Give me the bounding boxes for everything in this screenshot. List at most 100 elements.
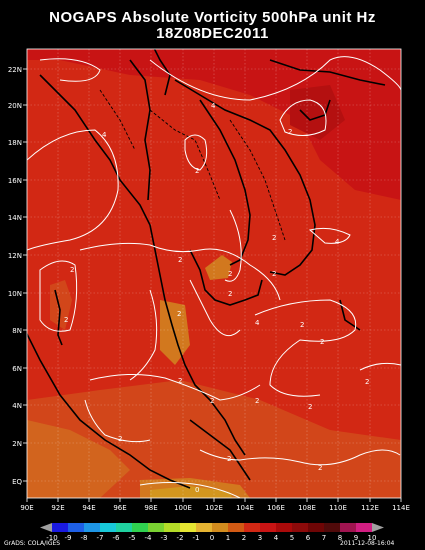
lat-label: 4N	[12, 402, 22, 410]
gulf-orange	[205, 255, 232, 280]
contour-label-group: 4 4 2 2 2 2 2 2 4 2 2 2 2 2 2 2 4 2 2 2 …	[64, 102, 369, 494]
contour-label: 2	[70, 266, 74, 274]
colorbar-swatch	[212, 523, 228, 532]
coastlines	[27, 49, 386, 489]
colorbar: -10 -9 -8 -7 -6 -5 -4 -3 -2 -1 0 1 2 3 4 5 6 7 8 9 10	[40, 523, 384, 542]
contour-label: 2	[272, 234, 276, 242]
colorbar-swatch	[68, 523, 84, 532]
lat-label: 20N	[8, 102, 22, 110]
lat-label: 2N	[12, 440, 22, 448]
contour-label: 2	[195, 167, 199, 175]
contour-label: 2	[288, 128, 292, 136]
colorbar-labels: -10 -9 -8 -7 -6 -5 -4 -3 -2 -1 0 1 2 3 4 5 6 7 8 9 10	[46, 534, 376, 542]
contour-label: 4	[335, 238, 340, 246]
colorbar-swatch	[180, 523, 196, 532]
lon-label: 106E	[267, 504, 285, 512]
colorbar-max-arrow	[372, 523, 384, 532]
lat-label: EQ	[12, 478, 22, 486]
colorbar-label: -10	[46, 534, 57, 542]
map-subtitle: 18Z08DEC2011	[156, 25, 269, 42]
dark-region-north	[27, 49, 401, 200]
contour-label: 2	[64, 316, 68, 324]
longitude-labels: 90E 92E 94E 96E 98E 100E 102E 104E 106E …	[20, 504, 410, 512]
contour-label: 4	[255, 319, 260, 327]
colorbar-swatch	[100, 523, 116, 532]
colorbar-swatch	[356, 523, 372, 532]
lon-label: 108E	[298, 504, 316, 512]
contour-label: 2	[228, 290, 232, 298]
colorbar-label: 7	[322, 534, 326, 542]
contour-label: 2	[227, 455, 231, 463]
contour-label: 2	[178, 256, 182, 264]
contour-label: 4	[102, 131, 107, 139]
lat-label: 14N	[8, 214, 22, 222]
colorbar-label: -1	[193, 534, 200, 542]
lat-label: 12N	[8, 252, 22, 260]
colorbar-swatch	[244, 523, 260, 532]
colorbar-label: -7	[97, 534, 104, 542]
colorbar-label: 10	[368, 534, 377, 542]
lat-label: 10N	[8, 290, 22, 298]
contour-label: 2	[308, 403, 312, 411]
colorbar-swatch	[276, 523, 292, 532]
lon-label: 96E	[113, 504, 126, 512]
lat-label: 22N	[8, 66, 22, 74]
colorbar-label: 8	[338, 534, 342, 542]
lon-label: 98E	[144, 504, 157, 512]
credit-grads: GrADS: COLA/IGES	[4, 540, 61, 547]
contour-label: 2	[272, 270, 276, 278]
grid	[27, 49, 401, 498]
colorbar-label: 6	[306, 534, 311, 542]
colorbar-label: 2	[242, 534, 246, 542]
lat-label: 6N	[12, 365, 22, 373]
colorbar-swatch	[340, 523, 356, 532]
colorbar-swatch	[52, 523, 68, 532]
colorbar-swatch	[324, 523, 340, 532]
colorbar-label: 1	[226, 534, 230, 542]
contour-label: 2	[320, 338, 324, 346]
lat-label: 16N	[8, 177, 22, 185]
lon-label: 100E	[174, 504, 192, 512]
colorbar-swatch	[228, 523, 244, 532]
contour-label: 2	[178, 377, 182, 385]
colorbar-boxes	[40, 523, 384, 532]
colorbar-label: 4	[274, 534, 279, 542]
colorbar-label: -6	[113, 534, 121, 542]
lat-label: 8N	[12, 327, 22, 335]
colorbar-swatch	[84, 523, 100, 532]
sw-orange	[27, 420, 130, 498]
dark-region-east	[290, 85, 345, 140]
colorbar-label: 0	[210, 534, 214, 542]
colorbar-label: -5	[129, 534, 136, 542]
contour-label: 0	[195, 486, 199, 494]
colorbar-min-arrow	[40, 523, 52, 532]
colorbar-label: 9	[354, 534, 358, 542]
lon-label: 102E	[205, 504, 223, 512]
colorbar-swatch	[148, 523, 164, 532]
colorbar-label: -3	[161, 534, 168, 542]
borders	[99, 89, 286, 241]
lon-label: 94E	[82, 504, 95, 512]
contour-label: 2	[210, 397, 214, 405]
lon-label: 110E	[329, 504, 347, 512]
contour-label: 2	[118, 435, 122, 443]
lon-label: 114E	[392, 504, 410, 512]
contour-label: 2	[228, 270, 232, 278]
lon-label: 92E	[51, 504, 64, 512]
lon-label: 90E	[20, 504, 33, 512]
map-title: NOGAPS Absolute Vorticity 500hPa unit Hz	[49, 9, 376, 26]
colorbar-label: -4	[145, 534, 153, 542]
colorbar-swatch	[308, 523, 324, 532]
colorbar-swatch	[292, 523, 308, 532]
colorbar-swatch	[196, 523, 212, 532]
credit-timestamp: 2011-12-08-16:04	[340, 540, 395, 547]
latitude-labels: 22N 20N 18N 16N 14N 12N 10N 8N 6N 4N 2N …	[8, 66, 23, 486]
south-lightorange	[150, 486, 232, 498]
colorbar-label: -2	[177, 534, 184, 542]
contour-label: 2	[300, 321, 304, 329]
colorbar-swatch	[260, 523, 276, 532]
lon-label: 104E	[236, 504, 254, 512]
colorbar-swatch	[116, 523, 132, 532]
contour-label: 2	[318, 464, 322, 472]
